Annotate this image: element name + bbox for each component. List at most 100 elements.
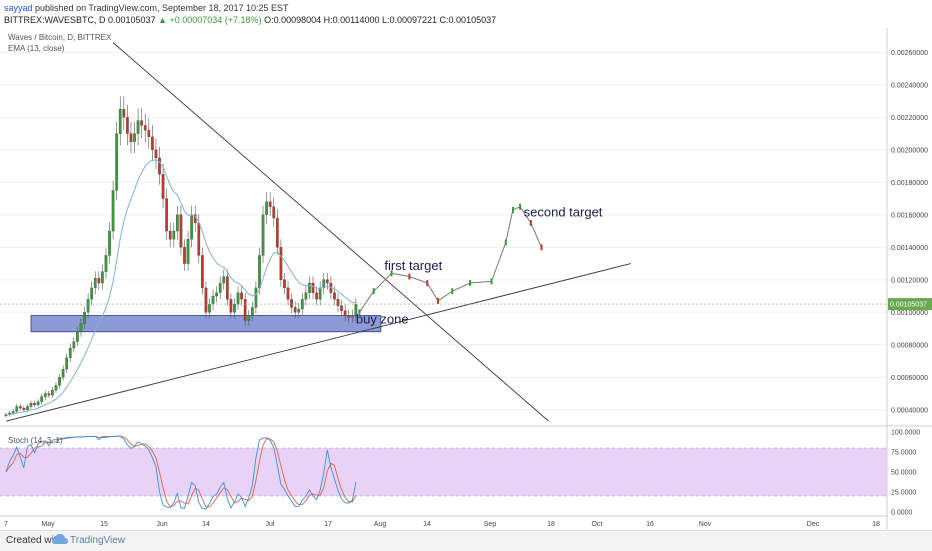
projection-candle bbox=[436, 297, 439, 304]
candle-body bbox=[229, 299, 233, 313]
y-tick-label: 0.00120000 bbox=[891, 277, 928, 284]
candle-body bbox=[243, 299, 247, 321]
change-text: ▲ +0.00007034 (+7.18%) bbox=[158, 15, 262, 25]
symbol-text: BITTREX:WAVESBTC, D 0.00105037 bbox=[4, 15, 156, 25]
annotation-label: second target bbox=[524, 204, 603, 219]
candle-body bbox=[222, 276, 226, 284]
x-tick-label: Sep bbox=[484, 521, 497, 528]
candle-body bbox=[126, 117, 129, 134]
candle-body bbox=[165, 198, 168, 232]
projection-candle bbox=[408, 273, 411, 280]
candle-body bbox=[72, 341, 76, 349]
candle-body bbox=[218, 282, 222, 293]
candle-body bbox=[176, 214, 179, 232]
stoch-tick-label: 0.0000 bbox=[891, 510, 913, 517]
x-tick-label: 17 bbox=[324, 521, 332, 528]
candle-body bbox=[58, 377, 61, 386]
trendline-descending-resistance bbox=[112, 42, 549, 422]
candle-body bbox=[79, 323, 83, 332]
candle-body bbox=[154, 149, 158, 159]
candle-body bbox=[208, 304, 211, 313]
candle-body bbox=[26, 406, 29, 410]
x-tick-label: Nov bbox=[699, 521, 712, 528]
candle-body bbox=[268, 201, 272, 207]
x-tick-label: May bbox=[41, 521, 55, 528]
candle-body bbox=[336, 299, 340, 306]
candle-body bbox=[18, 406, 22, 409]
candle-body bbox=[151, 136, 154, 150]
candle-body bbox=[354, 303, 358, 316]
author-link[interactable]: sayyad bbox=[4, 3, 33, 13]
projection-candle bbox=[504, 239, 507, 246]
candle-body bbox=[97, 278, 101, 284]
ohlc-values: O:0.00098004 H:0.00114000 L:0.00097221 C… bbox=[261, 15, 497, 25]
candle-body bbox=[297, 308, 301, 313]
ema-line bbox=[5, 159, 356, 416]
candle-body bbox=[322, 279, 326, 289]
x-tick-label: Jul bbox=[266, 521, 275, 528]
candle-body bbox=[240, 292, 243, 300]
tradingview-brand[interactable]: TradingView bbox=[70, 535, 126, 546]
stoch-pane: 100.0000 75.0000 50.0000 25.0000 0.0000 bbox=[0, 430, 920, 517]
candle-body bbox=[104, 255, 108, 272]
publish-text: published on TradingView.com, September … bbox=[32, 3, 289, 13]
projection-candle bbox=[390, 270, 393, 277]
candle-body bbox=[36, 401, 40, 406]
candle-body bbox=[133, 133, 136, 142]
x-tick-label: 18 bbox=[547, 521, 555, 528]
price-chart[interactable]: first target buy zone second target 0.0026… bbox=[0, 28, 932, 530]
candle-body bbox=[350, 315, 354, 318]
candle-body bbox=[68, 347, 72, 358]
ohlc-line: BITTREX:WAVESBTC, D 0.00105037 ▲ +0.0000… bbox=[4, 15, 496, 25]
candle-body bbox=[290, 299, 293, 308]
x-tick-label: Aug bbox=[374, 521, 387, 528]
last-price-label: 0.00105037 bbox=[890, 302, 927, 309]
time-axis[interactable]: 7 May 15 Jun 14 Jul 17 Aug 14 Sep 18 Oct 16 Nov Dec 18 bbox=[4, 521, 880, 528]
x-tick-label: 16 bbox=[646, 521, 654, 528]
candle-body bbox=[143, 125, 147, 131]
candle-body bbox=[158, 157, 161, 175]
y-tick-label: 0.00260000 bbox=[891, 50, 928, 57]
candle-body bbox=[258, 255, 261, 289]
x-tick-label: 14 bbox=[202, 521, 210, 528]
stoch-tick-label: 75.0000 bbox=[891, 450, 916, 457]
trendlines bbox=[5, 42, 631, 422]
candle-body bbox=[4, 414, 8, 416]
projection-candle bbox=[529, 219, 532, 226]
candle-body bbox=[161, 174, 165, 199]
x-tick-label: 7 bbox=[4, 521, 8, 528]
y-tick-label: 0.00100000 bbox=[891, 310, 928, 317]
projection-line bbox=[358, 206, 542, 313]
candle-body bbox=[83, 312, 86, 324]
stoch-band bbox=[0, 448, 887, 496]
candle-body bbox=[340, 305, 343, 311]
y-tick-label: 0.00220000 bbox=[891, 115, 928, 122]
ema-legend: EMA (13, close) bbox=[8, 44, 65, 53]
candle-body bbox=[190, 214, 193, 240]
candle-body bbox=[304, 292, 308, 300]
candle-body bbox=[168, 230, 172, 240]
annotations: first target buy zone second target bbox=[356, 204, 603, 326]
candle-body bbox=[325, 279, 329, 284]
price-axis[interactable]: 0.00260000 0.00240000 0.00220000 0.00200000… bbox=[891, 50, 928, 414]
y-tick-label: 0.00240000 bbox=[891, 82, 928, 89]
candle-body bbox=[233, 304, 236, 313]
y-tick-label: 0.00200000 bbox=[891, 147, 928, 154]
x-tick-label: Jun bbox=[156, 521, 167, 528]
trendline-ascending-support bbox=[5, 263, 631, 422]
candle-body bbox=[140, 120, 144, 126]
created-with-text: Created with bbox=[6, 535, 63, 546]
stoch-legend: Stoch (14, 3, 1) bbox=[8, 436, 63, 445]
candle-body bbox=[11, 411, 15, 414]
projection-candle bbox=[451, 288, 454, 295]
candle-body bbox=[111, 190, 115, 232]
candle-body bbox=[247, 315, 251, 321]
projection-candle bbox=[426, 280, 429, 287]
annotation-label: buy zone bbox=[356, 312, 409, 327]
stoch-tick-label: 100.0000 bbox=[891, 430, 920, 437]
candle-body bbox=[333, 292, 336, 300]
candle-body bbox=[200, 255, 204, 289]
candle-body bbox=[315, 292, 318, 300]
last-price-marker: 0.00105037 bbox=[0, 298, 932, 311]
candle-body bbox=[29, 403, 33, 407]
